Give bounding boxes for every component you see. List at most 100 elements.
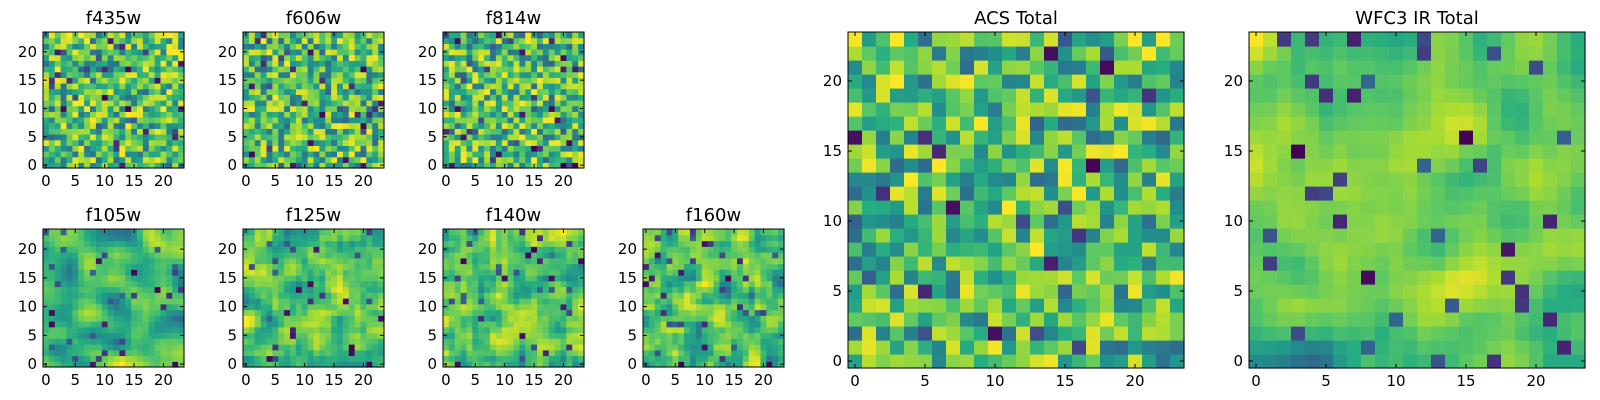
x-tick-label: 5 xyxy=(271,172,281,190)
heatmap-cell xyxy=(478,240,485,247)
heatmap-cell xyxy=(472,66,479,73)
heatmap-cell xyxy=(54,83,62,90)
heatmap-cell xyxy=(354,240,362,247)
heatmap-cell xyxy=(672,321,679,328)
heatmap-cell xyxy=(331,326,338,334)
heatmap-cell xyxy=(360,315,367,322)
heatmap-cell xyxy=(507,71,515,78)
heatmap-cell xyxy=(160,88,167,95)
heatmap-cell xyxy=(378,151,385,158)
heatmap-cell xyxy=(107,111,115,118)
heatmap-cell xyxy=(731,326,738,334)
heatmap-cell xyxy=(295,134,303,141)
heatmap-cell xyxy=(284,263,291,270)
heatmap-cell xyxy=(78,145,85,152)
heatmap-cell xyxy=(513,246,520,253)
heatmap-cell xyxy=(472,280,479,288)
heatmap-cell xyxy=(66,229,73,236)
heatmap-cell xyxy=(284,326,291,334)
heatmap-cell xyxy=(1170,74,1185,89)
heatmap-cell xyxy=(848,144,863,159)
heatmap-cell xyxy=(501,156,509,163)
heatmap-cell xyxy=(125,111,132,118)
heatmap-cell xyxy=(542,252,550,259)
heatmap-cell xyxy=(290,105,297,112)
heatmap-cell xyxy=(360,122,367,129)
heatmap-cell xyxy=(266,83,273,90)
heatmap-cell xyxy=(278,100,285,107)
heatmap-cell xyxy=(554,280,562,288)
heatmap-cell xyxy=(542,344,550,351)
heatmap-cell xyxy=(974,46,989,61)
heatmap-cell xyxy=(278,344,285,351)
heatmap-cell xyxy=(1114,116,1129,131)
heatmap-cell xyxy=(101,298,109,305)
heatmap-cell xyxy=(490,355,497,362)
heatmap-cell xyxy=(78,71,85,78)
heatmap-cell xyxy=(501,303,509,311)
heatmap-cell xyxy=(378,344,385,351)
heatmap-cell xyxy=(107,269,115,276)
heatmap-cell xyxy=(684,269,691,276)
heatmap-cell xyxy=(472,292,479,299)
heatmap-cell xyxy=(678,263,685,270)
heatmap-cell xyxy=(719,361,726,368)
heatmap-cell xyxy=(525,43,532,50)
heatmap-cell xyxy=(890,312,905,327)
heatmap-cell xyxy=(307,111,315,118)
heatmap-cell xyxy=(125,83,132,90)
heatmap-cell xyxy=(454,338,462,345)
heatmap-cell xyxy=(78,240,85,247)
heatmap-cell xyxy=(648,286,656,293)
heatmap-cell xyxy=(372,43,379,50)
heatmap-cell xyxy=(1128,256,1143,271)
heatmap-cell xyxy=(66,321,73,328)
heatmap-cell xyxy=(531,269,538,276)
heatmap-cell xyxy=(72,280,79,288)
heatmap-cell xyxy=(466,100,473,107)
heatmap-cell xyxy=(1100,228,1115,243)
heatmap-cell xyxy=(131,252,138,259)
heatmap-cell xyxy=(890,116,905,131)
heatmap-cell xyxy=(766,338,773,345)
heatmap-cell xyxy=(331,100,338,107)
heatmap-cell xyxy=(248,32,256,39)
heatmap-cell xyxy=(1002,354,1017,369)
heatmap-cell xyxy=(313,263,320,270)
heatmap-cell xyxy=(172,269,179,276)
heatmap-cell xyxy=(684,257,691,265)
heatmap-cell xyxy=(72,122,79,129)
heatmap-cell xyxy=(137,269,144,276)
heatmap-cell xyxy=(78,37,85,44)
heatmap-cell xyxy=(678,349,685,357)
heatmap-cell xyxy=(1128,46,1143,61)
heatmap-cell xyxy=(1571,312,1586,327)
heatmap-cell xyxy=(266,263,273,270)
heatmap-cell xyxy=(560,117,567,124)
heatmap-cell xyxy=(478,37,485,44)
heatmap-cell xyxy=(119,269,126,276)
heatmap-cell xyxy=(960,298,975,313)
heatmap-cell xyxy=(443,234,450,242)
heatmap-cell xyxy=(466,88,473,95)
heatmap-cell xyxy=(531,280,538,288)
heatmap-cell xyxy=(366,117,373,124)
heatmap-cell xyxy=(272,292,279,299)
heatmap-cell xyxy=(72,60,79,67)
heatmap-cell xyxy=(918,172,933,187)
heatmap-cell xyxy=(548,94,556,101)
heatmap-cell xyxy=(490,349,497,357)
heatmap-cell xyxy=(78,303,85,311)
heatmap-cell xyxy=(466,83,473,90)
heatmap-cell xyxy=(48,280,56,288)
heatmap-cell xyxy=(372,66,379,73)
heatmap-cell xyxy=(337,355,344,362)
heatmap-cell xyxy=(478,257,485,265)
heatmap-cell xyxy=(648,361,656,368)
heatmap-cell xyxy=(742,229,750,236)
heatmap-cell xyxy=(125,292,132,299)
heatmap-cell xyxy=(101,246,109,253)
heatmap-cell xyxy=(548,240,556,247)
heatmap-cell xyxy=(454,77,462,84)
